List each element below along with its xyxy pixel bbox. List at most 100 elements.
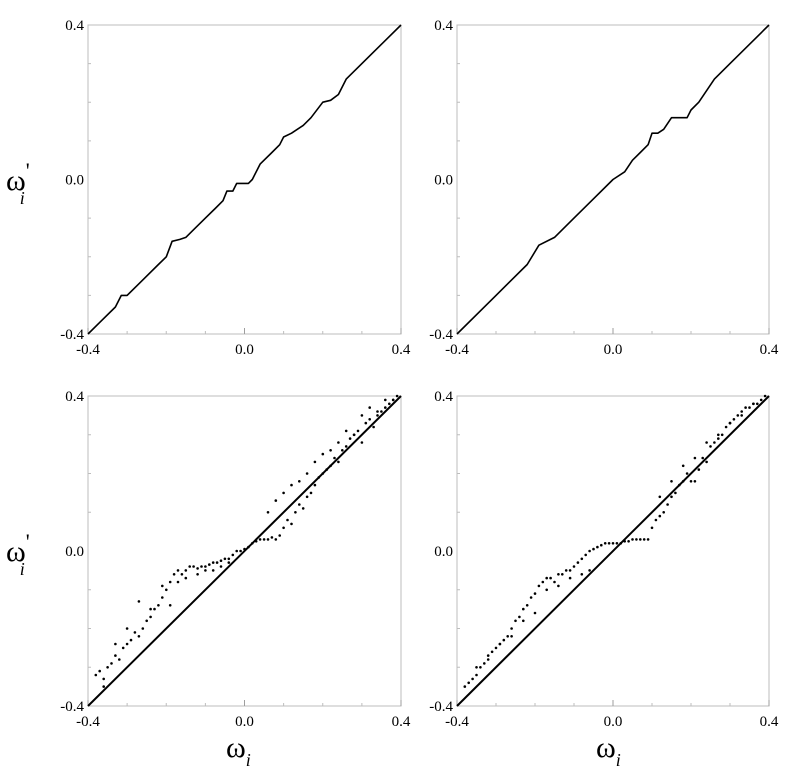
scatter-point [329, 464, 332, 468]
scatter-point [732, 418, 736, 421]
scatter-point [348, 437, 352, 440]
y-axis-prime: ' [26, 529, 30, 554]
y-tick-label: 0.4 [434, 18, 453, 34]
scatter-point [545, 588, 548, 592]
scatter-point [274, 499, 278, 502]
scatter-point [301, 507, 305, 510]
scatter-point [759, 398, 763, 402]
scatter-point [717, 433, 720, 437]
x-tick-label: 0.4 [760, 342, 779, 358]
scatter-point [514, 619, 517, 623]
scatter-point [360, 414, 364, 417]
scatter-point [529, 596, 533, 599]
scatter-point [180, 573, 184, 576]
scatter-point [494, 646, 498, 650]
x-tick-label: 0.0 [604, 342, 623, 358]
scatter-point [486, 654, 490, 657]
scatter-point [251, 542, 254, 545]
y-axis-subscript: i [20, 559, 25, 579]
scatter-point [561, 573, 564, 576]
scatter-point [102, 685, 105, 688]
scatter-point [619, 542, 623, 545]
scatter-point [118, 658, 121, 661]
scatter-point [658, 495, 662, 499]
scatter-point [475, 666, 478, 669]
scatter-point [611, 542, 615, 545]
scatter-point [329, 449, 332, 452]
scatter-point [168, 580, 172, 584]
scatter-point [313, 483, 317, 487]
scatter-point [157, 604, 160, 607]
scatter-point [98, 669, 101, 673]
y-tick-label: 0.4 [65, 389, 84, 405]
scatter-point [313, 460, 317, 464]
scatter-point [227, 557, 231, 561]
scatter-point [615, 542, 619, 545]
scatter-point [627, 540, 630, 543]
scatter-point [106, 666, 109, 669]
scatter-point [510, 627, 513, 630]
y-axis-title-bottom: ω' i [6, 529, 30, 579]
scatter-point [533, 592, 537, 595]
scatter-point [549, 576, 552, 580]
scatter-point [740, 414, 743, 417]
x-tick-label: 0.4 [392, 714, 411, 730]
scatter-point [744, 406, 747, 409]
scatter-point [137, 635, 141, 638]
scatter-point [763, 394, 767, 398]
scatter-point [603, 542, 607, 545]
x-axis-subscript: i [246, 750, 251, 770]
scatter-point [557, 584, 560, 588]
scatter-point [483, 662, 486, 665]
y-axis-symbol: ω [6, 535, 26, 568]
scatter-point [518, 615, 521, 619]
scatter-point [510, 635, 513, 638]
scatter-point [502, 638, 506, 642]
diagonal-boundary [87, 395, 402, 707]
scatter-point [705, 441, 708, 444]
scatter-point [282, 526, 285, 530]
y-axis-title-top: ω' i [6, 158, 30, 208]
scatter-point [235, 549, 238, 553]
scatter-point [282, 491, 285, 495]
scatter-point [588, 569, 591, 572]
scatter-point [176, 580, 180, 584]
scatter-point [685, 472, 689, 475]
scatter-point [564, 569, 568, 572]
panel-bottom-left: -0.4 0.0 0.4 -0.4 0.0 0.4 [60, 389, 411, 730]
scatter-point [584, 553, 587, 557]
scatter-point [94, 673, 98, 677]
x-tick-label: -0.4 [445, 714, 469, 730]
scatter-point [153, 607, 156, 611]
scatter-point [161, 596, 164, 599]
scatter-point [325, 468, 329, 471]
scatter-point [748, 406, 751, 409]
scatter-point [697, 468, 701, 471]
scatter-point [709, 445, 712, 448]
scatter-point [356, 429, 360, 433]
scatter-point [681, 464, 685, 468]
scatter-point [262, 538, 266, 541]
scatter-point [239, 549, 242, 553]
scatter-point [568, 576, 572, 580]
x-tick-label: -0.4 [445, 342, 469, 358]
scatter-point [149, 607, 152, 611]
scatter-point [376, 410, 379, 413]
x-tick-label: -0.4 [76, 714, 100, 730]
scatter-point [266, 538, 270, 541]
scatter-point [247, 545, 250, 549]
panel-top-right: -0.4 0.0 0.4 -0.4 0.0 0.4 [429, 18, 779, 358]
scatter-point [486, 658, 490, 661]
panel-top-left: -0.4 0.0 0.4 -0.4 0.0 0.4 [60, 18, 411, 358]
x-axis-symbol: ω [226, 731, 246, 764]
scatter-point [200, 565, 203, 568]
scatter-point [102, 677, 105, 681]
y-tick-label: -0.4 [60, 699, 84, 715]
scatter-point [223, 557, 227, 561]
scatter-point [341, 449, 344, 452]
scatter-point [498, 642, 502, 646]
y-tick-label: 0.4 [65, 18, 84, 34]
x-tick-label: 0.4 [760, 714, 779, 730]
scatter-point [475, 673, 478, 677]
